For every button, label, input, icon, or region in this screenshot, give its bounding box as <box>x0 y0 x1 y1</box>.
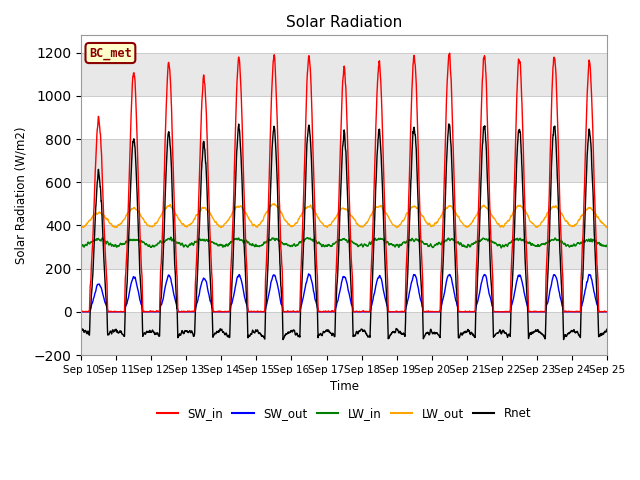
LW_in <box>167 234 175 240</box>
SW_out <box>314 309 322 315</box>
Line: SW_in: SW_in <box>81 53 607 312</box>
LW_in <box>497 245 505 251</box>
LW_in <box>224 243 232 249</box>
SW_out <box>603 309 611 315</box>
Bar <box>81 53 607 96</box>
SW_out <box>371 288 379 294</box>
SW_out <box>224 309 232 315</box>
Y-axis label: Solar Radiation (W/m2): Solar Radiation (W/m2) <box>15 126 28 264</box>
LW_out <box>603 225 611 230</box>
LW_in <box>497 244 504 250</box>
SW_in <box>323 309 330 315</box>
SW_out <box>360 309 367 315</box>
LW_out <box>371 206 378 212</box>
Rnet <box>603 326 611 332</box>
LW_in <box>557 240 564 245</box>
Line: SW_out: SW_out <box>81 274 607 312</box>
Bar <box>81 312 607 355</box>
LW_out <box>572 222 579 228</box>
Rnet <box>445 121 452 127</box>
Rnet <box>224 334 232 339</box>
Title: Solar Radiation: Solar Radiation <box>286 15 402 30</box>
LW_out <box>224 217 232 223</box>
SW_in <box>359 308 367 314</box>
LW_out <box>77 224 85 229</box>
SW_out <box>77 309 85 315</box>
SW_in <box>572 309 579 314</box>
SW_out <box>305 271 312 276</box>
Text: BC_met: BC_met <box>89 47 132 60</box>
SW_in <box>77 309 85 315</box>
Rnet <box>371 218 378 224</box>
LW_out <box>271 201 278 206</box>
Line: LW_in: LW_in <box>81 237 607 248</box>
Bar <box>81 139 607 182</box>
SW_in <box>497 309 505 315</box>
SW_in <box>557 231 564 237</box>
LW_in <box>359 244 367 250</box>
LW_in <box>371 236 378 242</box>
SW_in <box>603 309 611 314</box>
X-axis label: Time: Time <box>330 380 358 393</box>
SW_out <box>557 297 564 302</box>
Legend: SW_in, SW_out, LW_in, LW_out, Rnet: SW_in, SW_out, LW_in, LW_out, Rnet <box>152 402 536 425</box>
SW_in <box>224 309 232 314</box>
Line: Rnet: Rnet <box>81 124 607 340</box>
SW_in <box>371 169 378 175</box>
SW_out <box>572 309 579 315</box>
SW_out <box>497 309 505 315</box>
Rnet <box>572 329 579 335</box>
LW_out <box>497 224 504 230</box>
Rnet <box>279 337 287 343</box>
LW_out <box>603 225 611 230</box>
LW_in <box>572 243 579 249</box>
LW_out <box>359 224 367 229</box>
Rnet <box>77 326 85 332</box>
LW_in <box>603 242 611 248</box>
LW_out <box>557 210 564 216</box>
SW_in <box>446 50 454 56</box>
Bar <box>81 226 607 269</box>
Rnet <box>497 330 505 336</box>
LW_in <box>77 241 85 247</box>
Line: LW_out: LW_out <box>81 204 607 228</box>
Rnet <box>557 272 564 278</box>
Rnet <box>359 328 367 334</box>
